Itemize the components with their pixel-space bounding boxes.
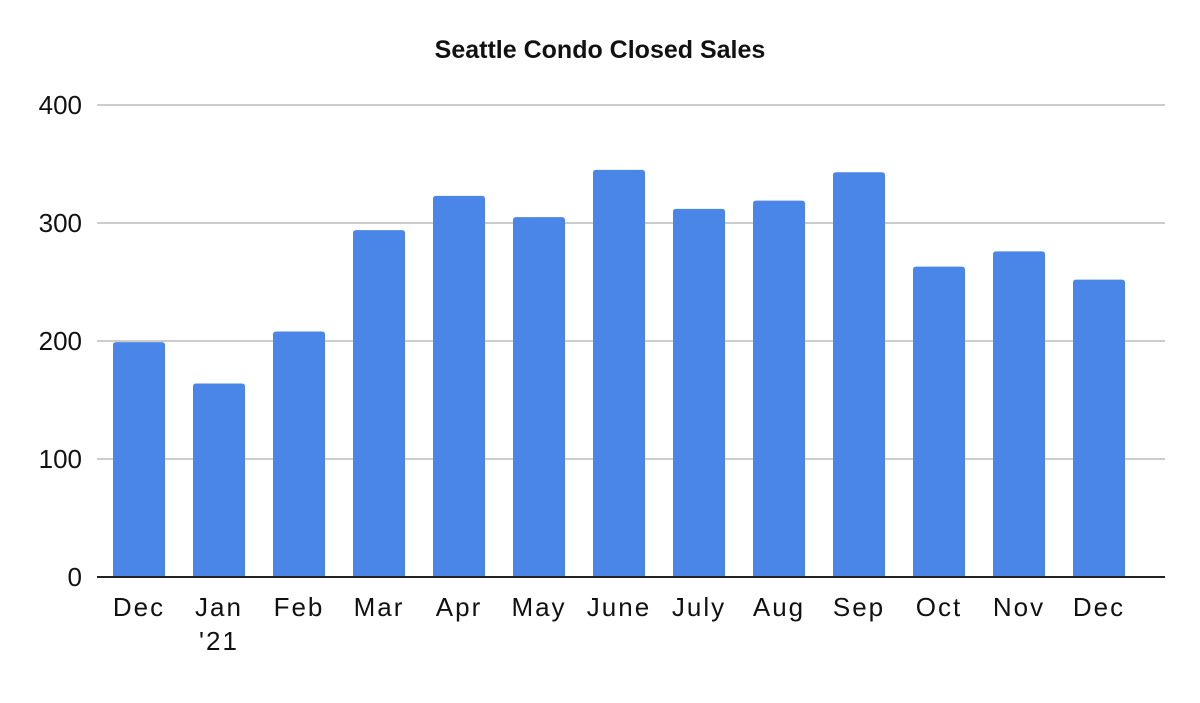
x-tick-label: Dec: [113, 592, 165, 622]
bar: [353, 230, 405, 577]
bars: [113, 169, 1125, 578]
y-tick-label: 200: [39, 326, 82, 356]
x-tick-label: Feb: [274, 592, 325, 622]
x-tick-label: Aug: [753, 592, 805, 622]
x-tick-sublabel: '21: [199, 626, 239, 656]
bar: [753, 200, 805, 577]
y-tick-label: 300: [39, 208, 82, 238]
bar: [913, 266, 965, 577]
x-tick-label: Sep: [833, 592, 885, 622]
bar: [433, 195, 485, 578]
bar: [993, 251, 1045, 577]
bar: [513, 217, 565, 577]
x-tick-label: Nov: [993, 592, 1045, 622]
x-tick-label: Dec: [1073, 592, 1125, 622]
y-tick-label: 100: [39, 444, 82, 474]
chart-title: Seattle Condo Closed Sales: [435, 36, 766, 64]
bar: [273, 331, 325, 577]
y-tick-label: 0: [68, 562, 82, 592]
bar: [673, 208, 725, 577]
bar: [593, 169, 645, 577]
x-tick-label: May: [511, 592, 566, 622]
x-tick-label: Oct: [916, 592, 962, 622]
x-tick-label: Mar: [354, 592, 405, 622]
y-axis-ticks: 0 100 200 300 400: [39, 90, 82, 592]
bar: [1073, 279, 1125, 577]
x-tick-label: Apr: [436, 592, 482, 622]
bar: [833, 172, 885, 577]
bar: [193, 383, 245, 577]
x-tick-label: June: [587, 592, 651, 622]
y-tick-label: 400: [39, 90, 82, 120]
x-axis-ticks: Dec Jan '21 Feb Mar Apr May June July Aug Sep Oct No…: [113, 592, 1125, 656]
x-tick-label: Jan: [195, 592, 243, 622]
bar: [113, 342, 165, 577]
x-tick-label: July: [672, 592, 726, 622]
